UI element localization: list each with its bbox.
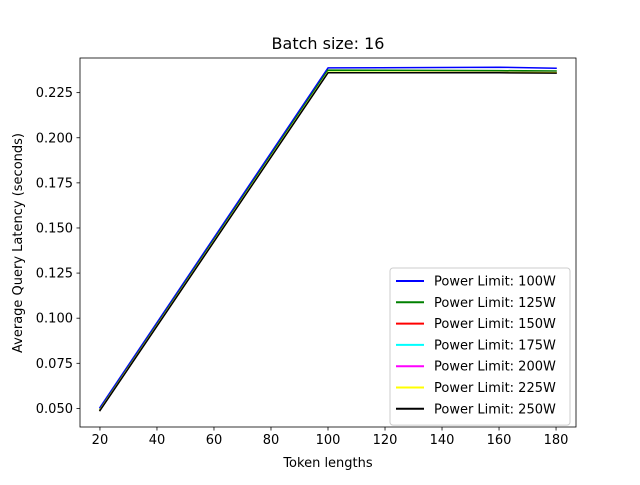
x-tick-label: 100 bbox=[316, 433, 341, 448]
y-tick-label: 0.200 bbox=[36, 131, 73, 146]
x-axis-label: Token lengths bbox=[282, 456, 373, 471]
x-tick-label: 80 bbox=[263, 433, 280, 448]
series-line-7 bbox=[98, 72, 557, 412]
legend-label-6: Power Limit: 225W bbox=[434, 381, 556, 396]
legend-label-2: Power Limit: 125W bbox=[434, 296, 556, 311]
chart-title: Batch size: 16 bbox=[272, 34, 385, 53]
x-tick-label: 40 bbox=[149, 433, 166, 448]
x-tick-label: 120 bbox=[373, 433, 398, 448]
x-tick-label: 60 bbox=[206, 433, 223, 448]
series-line-1 bbox=[98, 66, 557, 409]
legend-label-1: Power Limit: 100W bbox=[434, 275, 556, 290]
x-tick-label: 20 bbox=[92, 433, 109, 448]
x-tick-label: 180 bbox=[544, 433, 569, 448]
legend-box bbox=[389, 267, 571, 426]
legend-label-7: Power Limit: 250W bbox=[434, 402, 556, 417]
x-tick-label: 140 bbox=[430, 433, 455, 448]
legend-label-3: Power Limit: 150W bbox=[434, 317, 556, 332]
y-tick-label: 0.150 bbox=[36, 221, 73, 236]
y-tick-label: 0.050 bbox=[36, 402, 73, 417]
legend-label-4: Power Limit: 175W bbox=[434, 338, 556, 353]
x-tick-label: 160 bbox=[487, 433, 512, 448]
y-tick-label: 0.100 bbox=[36, 312, 73, 327]
y-tick-label: 0.225 bbox=[36, 86, 73, 101]
y-tick-label: 0.075 bbox=[36, 357, 73, 372]
legend: Power Limit: 100W Power Limit: 125W Power … bbox=[389, 267, 571, 426]
y-tick-label: 0.175 bbox=[36, 176, 73, 191]
plot-layer: 20 40 60 80 100 120 140 160 180 0.050 0.075 0.100 0.… bbox=[36, 57, 577, 448]
y-axis-label: Average Query Latency (seconds) bbox=[11, 133, 26, 353]
series-line-2 bbox=[98, 69, 557, 411]
y-tick-label: 0.125 bbox=[36, 267, 73, 282]
legend-label-5: Power Limit: 200W bbox=[434, 360, 556, 375]
